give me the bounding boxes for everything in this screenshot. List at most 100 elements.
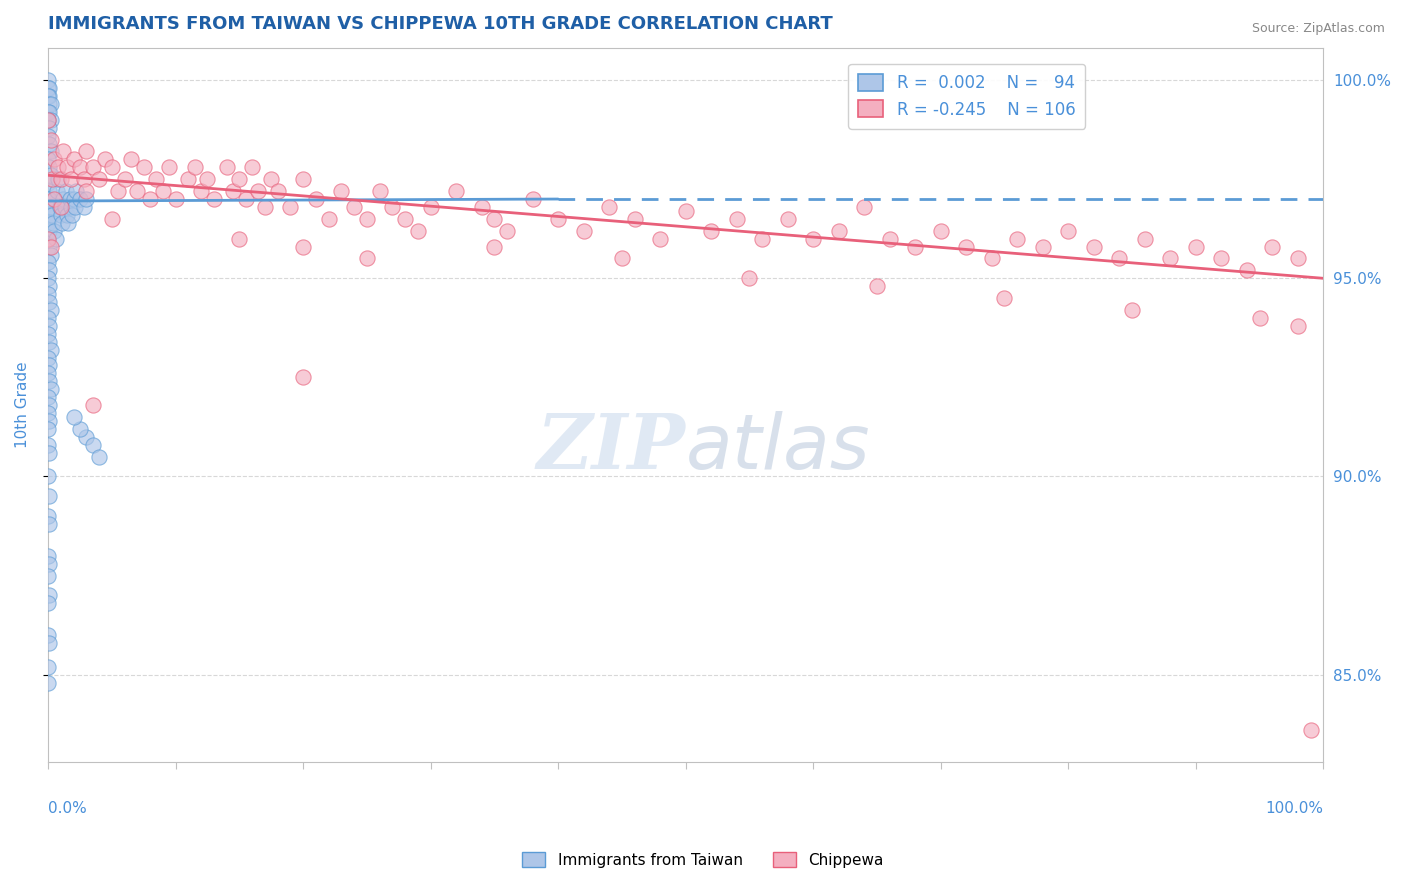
- Point: [58, 216, 80, 230]
- Point: [37, 326, 59, 341]
- Point: [120, 153, 142, 167]
- Point: [37, 73, 59, 87]
- Point: [38, 414, 60, 428]
- Point: [48, 200, 70, 214]
- Point: [41, 208, 63, 222]
- Point: [572, 224, 595, 238]
- Point: [53, 200, 76, 214]
- Point: [38, 192, 60, 206]
- Point: [1236, 263, 1258, 277]
- Point: [381, 200, 404, 214]
- Point: [38, 224, 60, 238]
- Point: [1286, 252, 1309, 266]
- Point: [343, 200, 366, 214]
- Point: [44, 192, 66, 206]
- Point: [59, 192, 82, 206]
- Point: [38, 489, 60, 503]
- Point: [623, 211, 645, 226]
- Point: [37, 104, 59, 119]
- Point: [73, 172, 96, 186]
- Point: [190, 184, 212, 198]
- Point: [39, 343, 62, 357]
- Point: [38, 81, 60, 95]
- Point: [38, 200, 60, 214]
- Point: [145, 172, 167, 186]
- Point: [38, 120, 60, 135]
- Point: [39, 208, 62, 222]
- Point: [202, 192, 225, 206]
- Point: [751, 232, 773, 246]
- Point: [725, 211, 748, 226]
- Point: [37, 153, 59, 167]
- Point: [776, 211, 799, 226]
- Point: [496, 224, 519, 238]
- Point: [37, 128, 59, 143]
- Point: [37, 271, 59, 285]
- Point: [37, 628, 59, 642]
- Point: [45, 232, 67, 246]
- Point: [522, 192, 544, 206]
- Point: [42, 216, 65, 230]
- Point: [127, 184, 149, 198]
- Point: [37, 659, 59, 673]
- Point: [65, 184, 87, 198]
- Point: [38, 334, 60, 349]
- Point: [38, 445, 60, 459]
- Point: [904, 239, 927, 253]
- Point: [38, 104, 60, 119]
- Point: [38, 161, 60, 175]
- Point: [39, 168, 62, 182]
- Point: [37, 287, 59, 301]
- Point: [1108, 252, 1130, 266]
- Point: [69, 192, 91, 206]
- Point: [101, 211, 124, 226]
- Point: [547, 211, 569, 226]
- Point: [39, 239, 62, 253]
- Point: [1261, 239, 1284, 253]
- Point: [356, 252, 378, 266]
- Point: [49, 208, 72, 222]
- Point: [60, 208, 83, 222]
- Point: [87, 172, 110, 186]
- Point: [866, 279, 889, 293]
- Point: [63, 200, 86, 214]
- Point: [41, 172, 63, 186]
- Point: [56, 161, 79, 175]
- Text: 100.0%: 100.0%: [1265, 801, 1323, 816]
- Point: [38, 279, 60, 293]
- Point: [356, 211, 378, 226]
- Point: [929, 224, 952, 238]
- Point: [37, 406, 59, 420]
- Point: [292, 172, 315, 186]
- Point: [675, 203, 697, 218]
- Point: [1184, 239, 1206, 253]
- Point: [37, 81, 59, 95]
- Point: [39, 303, 62, 318]
- Point: [39, 97, 62, 112]
- Text: Source: ZipAtlas.com: Source: ZipAtlas.com: [1251, 22, 1385, 36]
- Point: [165, 192, 187, 206]
- Point: [39, 382, 62, 396]
- Point: [484, 239, 506, 253]
- Point: [38, 636, 60, 650]
- Legend: R =  0.002    N =   94, R = -0.245    N = 106: R = 0.002 N = 94, R = -0.245 N = 106: [848, 64, 1085, 128]
- Point: [37, 112, 59, 127]
- Point: [37, 367, 59, 381]
- Point: [37, 596, 59, 610]
- Point: [37, 351, 59, 365]
- Point: [69, 161, 91, 175]
- Point: [44, 224, 66, 238]
- Point: [37, 568, 59, 582]
- Point: [82, 398, 104, 412]
- Point: [55, 184, 77, 198]
- Point: [73, 200, 96, 214]
- Text: ZIP: ZIP: [537, 411, 686, 485]
- Point: [139, 192, 162, 206]
- Point: [240, 161, 263, 175]
- Point: [46, 184, 69, 198]
- Point: [37, 509, 59, 524]
- Point: [38, 295, 60, 310]
- Point: [38, 516, 60, 531]
- Point: [292, 370, 315, 384]
- Point: [37, 675, 59, 690]
